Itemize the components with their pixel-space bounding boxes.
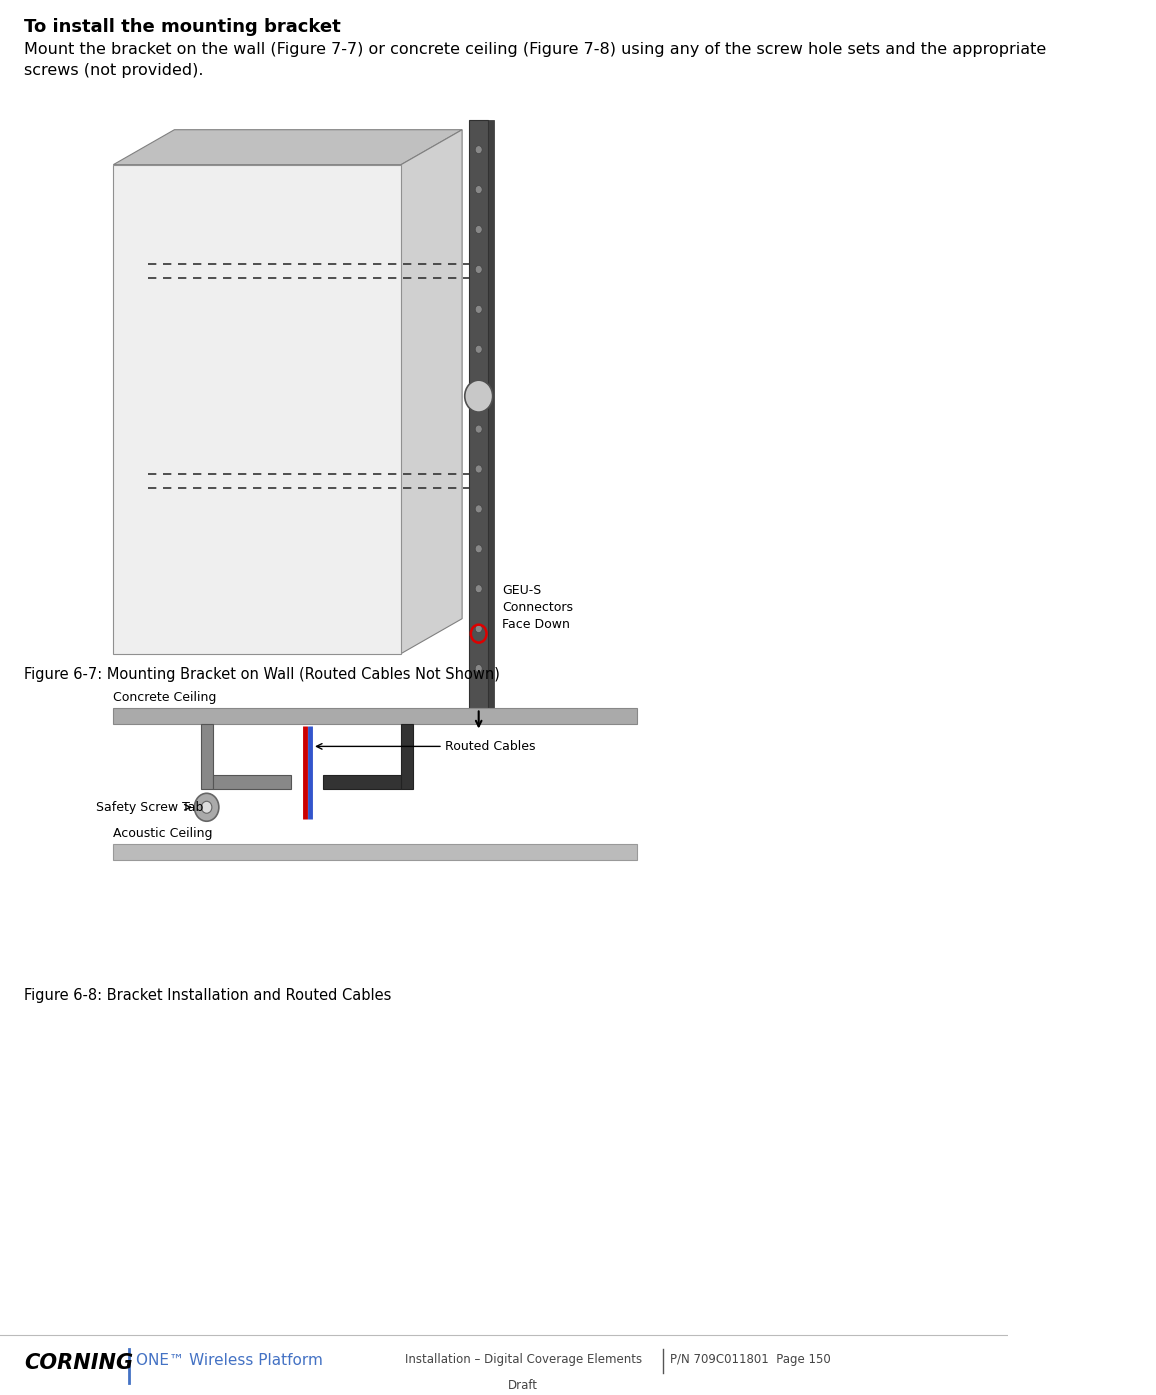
Polygon shape	[213, 776, 291, 790]
Text: Concrete Ceiling: Concrete Ceiling	[113, 692, 216, 704]
Text: Routed Cables: Routed Cables	[445, 739, 535, 753]
Circle shape	[475, 145, 482, 153]
Circle shape	[201, 801, 212, 813]
Polygon shape	[401, 130, 462, 654]
Circle shape	[475, 664, 482, 672]
Circle shape	[475, 465, 482, 473]
Polygon shape	[488, 120, 494, 713]
Circle shape	[475, 265, 482, 273]
Text: Draft: Draft	[509, 1380, 539, 1392]
Text: P/N 709C011801  Page 150: P/N 709C011801 Page 150	[669, 1353, 830, 1366]
Circle shape	[475, 545, 482, 552]
Polygon shape	[113, 165, 401, 654]
Circle shape	[475, 345, 482, 353]
Polygon shape	[323, 776, 401, 790]
Circle shape	[475, 186, 482, 194]
Circle shape	[475, 226, 482, 233]
Text: Safety Screw Tab: Safety Screw Tab	[96, 801, 203, 813]
Text: Figure 6-7: Mounting Bracket on Wall (Routed Cables Not Shown): Figure 6-7: Mounting Bracket on Wall (Ro…	[24, 667, 501, 682]
Circle shape	[475, 505, 482, 513]
Circle shape	[194, 794, 218, 822]
Text: Mount the bracket on the wall (Figure 7-7) or concrete ceiling (Figure 7-8) usin: Mount the bracket on the wall (Figure 7-…	[24, 42, 1046, 78]
Text: Figure 6-8: Bracket Installation and Routed Cables: Figure 6-8: Bracket Installation and Rou…	[24, 988, 392, 1003]
Polygon shape	[113, 130, 462, 165]
Polygon shape	[113, 844, 637, 861]
Text: GEU-S
Connectors
Face Down: GEU-S Connectors Face Down	[502, 583, 573, 631]
Circle shape	[465, 381, 492, 412]
Text: ONE™ Wireless Platform: ONE™ Wireless Platform	[136, 1353, 323, 1368]
Polygon shape	[113, 709, 637, 724]
Text: Installation – Digital Coverage Elements: Installation – Digital Coverage Elements	[405, 1353, 642, 1366]
Text: Acoustic Ceiling: Acoustic Ceiling	[113, 827, 213, 840]
Circle shape	[475, 385, 482, 393]
Circle shape	[475, 585, 482, 593]
Circle shape	[475, 425, 482, 432]
Polygon shape	[200, 724, 213, 790]
Circle shape	[475, 625, 482, 633]
Circle shape	[475, 306, 482, 314]
Text: To install the mounting bracket: To install the mounting bracket	[24, 18, 341, 36]
Polygon shape	[401, 724, 414, 790]
Text: CORNING: CORNING	[24, 1353, 134, 1373]
Polygon shape	[469, 120, 488, 713]
